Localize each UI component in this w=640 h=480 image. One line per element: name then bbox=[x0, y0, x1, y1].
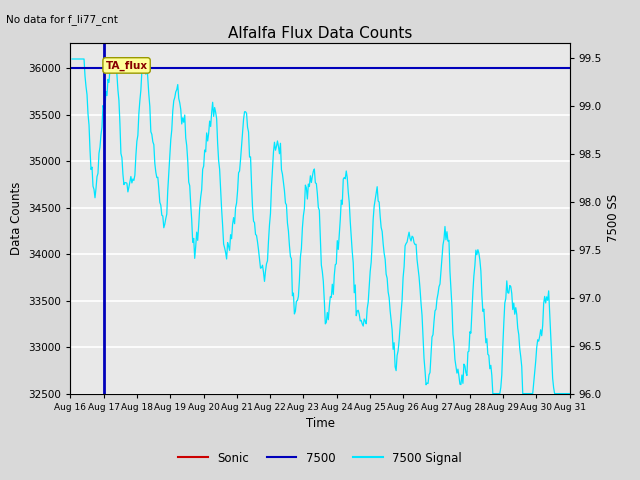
Y-axis label: 7500 SS: 7500 SS bbox=[607, 194, 620, 242]
Text: No data for f_li77_cnt: No data for f_li77_cnt bbox=[6, 14, 118, 25]
Title: Alfalfa Flux Data Counts: Alfalfa Flux Data Counts bbox=[228, 25, 412, 41]
X-axis label: Time: Time bbox=[305, 417, 335, 430]
Legend: Sonic, 7500, 7500 Signal: Sonic, 7500, 7500 Signal bbox=[173, 447, 467, 469]
Y-axis label: Data Counts: Data Counts bbox=[10, 182, 23, 255]
Text: TA_flux: TA_flux bbox=[106, 60, 148, 71]
